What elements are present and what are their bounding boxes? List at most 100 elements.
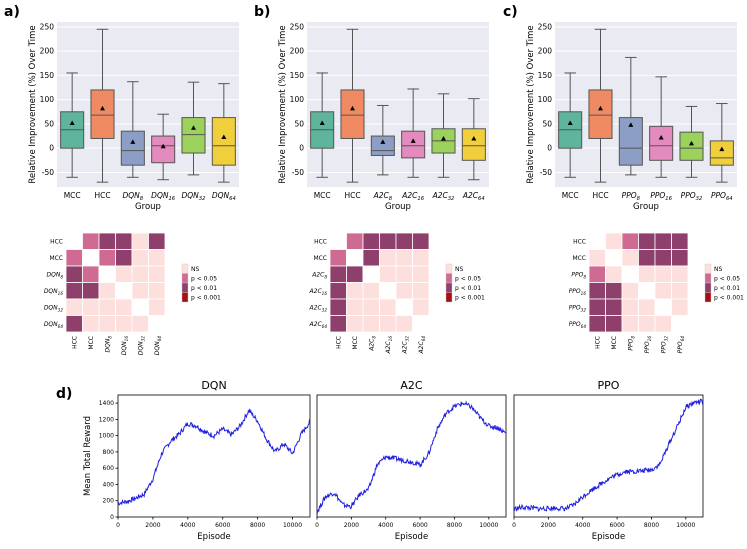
plot-area	[307, 22, 489, 187]
heatmap-cell	[654, 249, 672, 267]
x-axis-label: Episode	[395, 532, 428, 542]
heatmap-cell	[148, 249, 166, 267]
x-tick-label: 2000	[344, 522, 359, 529]
box-MCC	[60, 72, 85, 178]
legend-swatch	[445, 263, 453, 274]
heatmap-cell	[131, 249, 149, 267]
legend-swatch	[445, 273, 453, 284]
box-body	[461, 128, 486, 161]
plot-frame	[316, 394, 507, 518]
legend-swatch	[704, 282, 712, 293]
heatmap-cell	[638, 232, 656, 250]
heatmap-cell	[588, 298, 606, 316]
x-tick-label: 10000	[479, 522, 498, 529]
heatmap-cell	[412, 315, 430, 333]
heatmap-cell	[82, 249, 100, 267]
heatmap-col-label: MCC	[611, 336, 618, 350]
heatmap-cell	[329, 249, 347, 267]
x-tick-label: DQN64	[212, 191, 236, 202]
legend-swatch	[445, 282, 453, 293]
line-chart-PPO: 0 2000 4000 6000 8000 10000 PPO Episode	[512, 379, 704, 542]
y-tick-label: -50	[292, 168, 304, 177]
mean-marker	[191, 125, 196, 130]
heatmap-cell	[395, 298, 413, 316]
heatmap-cell	[671, 315, 689, 333]
heatmap-cell	[412, 232, 430, 250]
y-tick-label: 0	[547, 144, 552, 153]
heatmap-cell	[605, 315, 623, 333]
x-axis-label: Episode	[592, 532, 625, 542]
box-HCC	[588, 28, 613, 183]
box-HCC	[90, 28, 115, 183]
heatmap-cell	[638, 315, 656, 333]
mean-marker	[130, 139, 136, 144]
heatmap-cell	[395, 265, 413, 283]
heatmap-cell	[65, 298, 83, 316]
x-tick-label: 0	[116, 522, 120, 529]
legend-label: NS	[455, 266, 463, 273]
heatmap-cell	[82, 232, 100, 250]
heatmap-row-label: HCC	[573, 238, 586, 245]
heatmap-cell	[362, 315, 380, 333]
heatmap-cell	[65, 232, 83, 250]
heatmap-cell	[605, 249, 623, 267]
x-tick-label: 0	[315, 522, 319, 529]
heatmap-col-label: DQN8	[104, 336, 112, 353]
heatmap-cell	[329, 282, 347, 300]
heatmap-col-label: DQN64	[154, 336, 162, 356]
legend-swatch	[704, 263, 712, 274]
heatmap-cell	[395, 282, 413, 300]
heatmap-cell	[379, 315, 397, 333]
mean-marker	[719, 146, 725, 152]
heatmap-cell	[621, 265, 639, 283]
heatmap-cell	[654, 298, 672, 316]
y-tick-label: 0	[110, 514, 114, 521]
heatmap-row-label: MCC	[49, 255, 63, 262]
heatmap-col-label: PPO64	[677, 336, 685, 354]
legend-swatch	[181, 292, 189, 303]
box-A2C8	[370, 104, 395, 176]
legend-swatch	[704, 292, 712, 303]
legend-swatch	[181, 263, 189, 274]
x-tick-label: 4000	[378, 522, 393, 529]
chart-title: PPO	[598, 379, 620, 392]
heatmap-cell	[148, 282, 166, 300]
x-axis-label: Group	[135, 202, 161, 212]
box-body	[709, 140, 734, 166]
y-tick-label: 200	[103, 498, 115, 505]
x-tick-label: MCC	[314, 191, 331, 200]
heatmap-cell	[638, 249, 656, 267]
box-body	[90, 89, 115, 139]
legend-label: p < 0.01	[191, 285, 217, 292]
x-axis-label: Episode	[197, 532, 230, 542]
heatmap-cell	[148, 232, 166, 250]
heatmap-cell	[621, 232, 639, 250]
heatmap-cell	[379, 265, 397, 283]
heatmap-cell	[346, 232, 364, 250]
box-PPO64	[709, 103, 734, 183]
plot-frame	[117, 394, 311, 518]
heatmap-cell	[671, 265, 689, 283]
x-tick-label: DQN32	[182, 191, 207, 202]
y-tick-label: 200	[40, 47, 55, 56]
y-tick-label: 1000	[99, 433, 114, 440]
legend-label: p < 0.05	[714, 276, 740, 283]
legend-swatch	[181, 282, 189, 293]
chart-title: DQN	[201, 379, 226, 392]
heatmap-row-label: A2C32	[309, 304, 328, 312]
mean-marker	[410, 138, 416, 143]
heatmap-chart-3: HCC HCC MCC MCC PPO8 PPO8 PPO16 PPO16 PPO32 PPO32…	[569, 232, 744, 354]
mean-marker	[689, 140, 694, 146]
series-line	[117, 408, 311, 506]
y-tick-label: 150	[538, 71, 553, 80]
legend-swatch	[445, 292, 453, 303]
heatmap-cell	[395, 315, 413, 333]
heatmap-row-label: PPO64	[569, 321, 587, 329]
heatmap-cell	[82, 282, 100, 300]
heatmap-cell	[115, 265, 133, 283]
box-body	[211, 117, 236, 166]
y-tick-label: 150	[40, 71, 55, 80]
heatmap-cell	[654, 265, 672, 283]
heatmap-row-label: DQN16	[44, 288, 64, 296]
heatmap-col-label: PPO16	[644, 336, 652, 354]
